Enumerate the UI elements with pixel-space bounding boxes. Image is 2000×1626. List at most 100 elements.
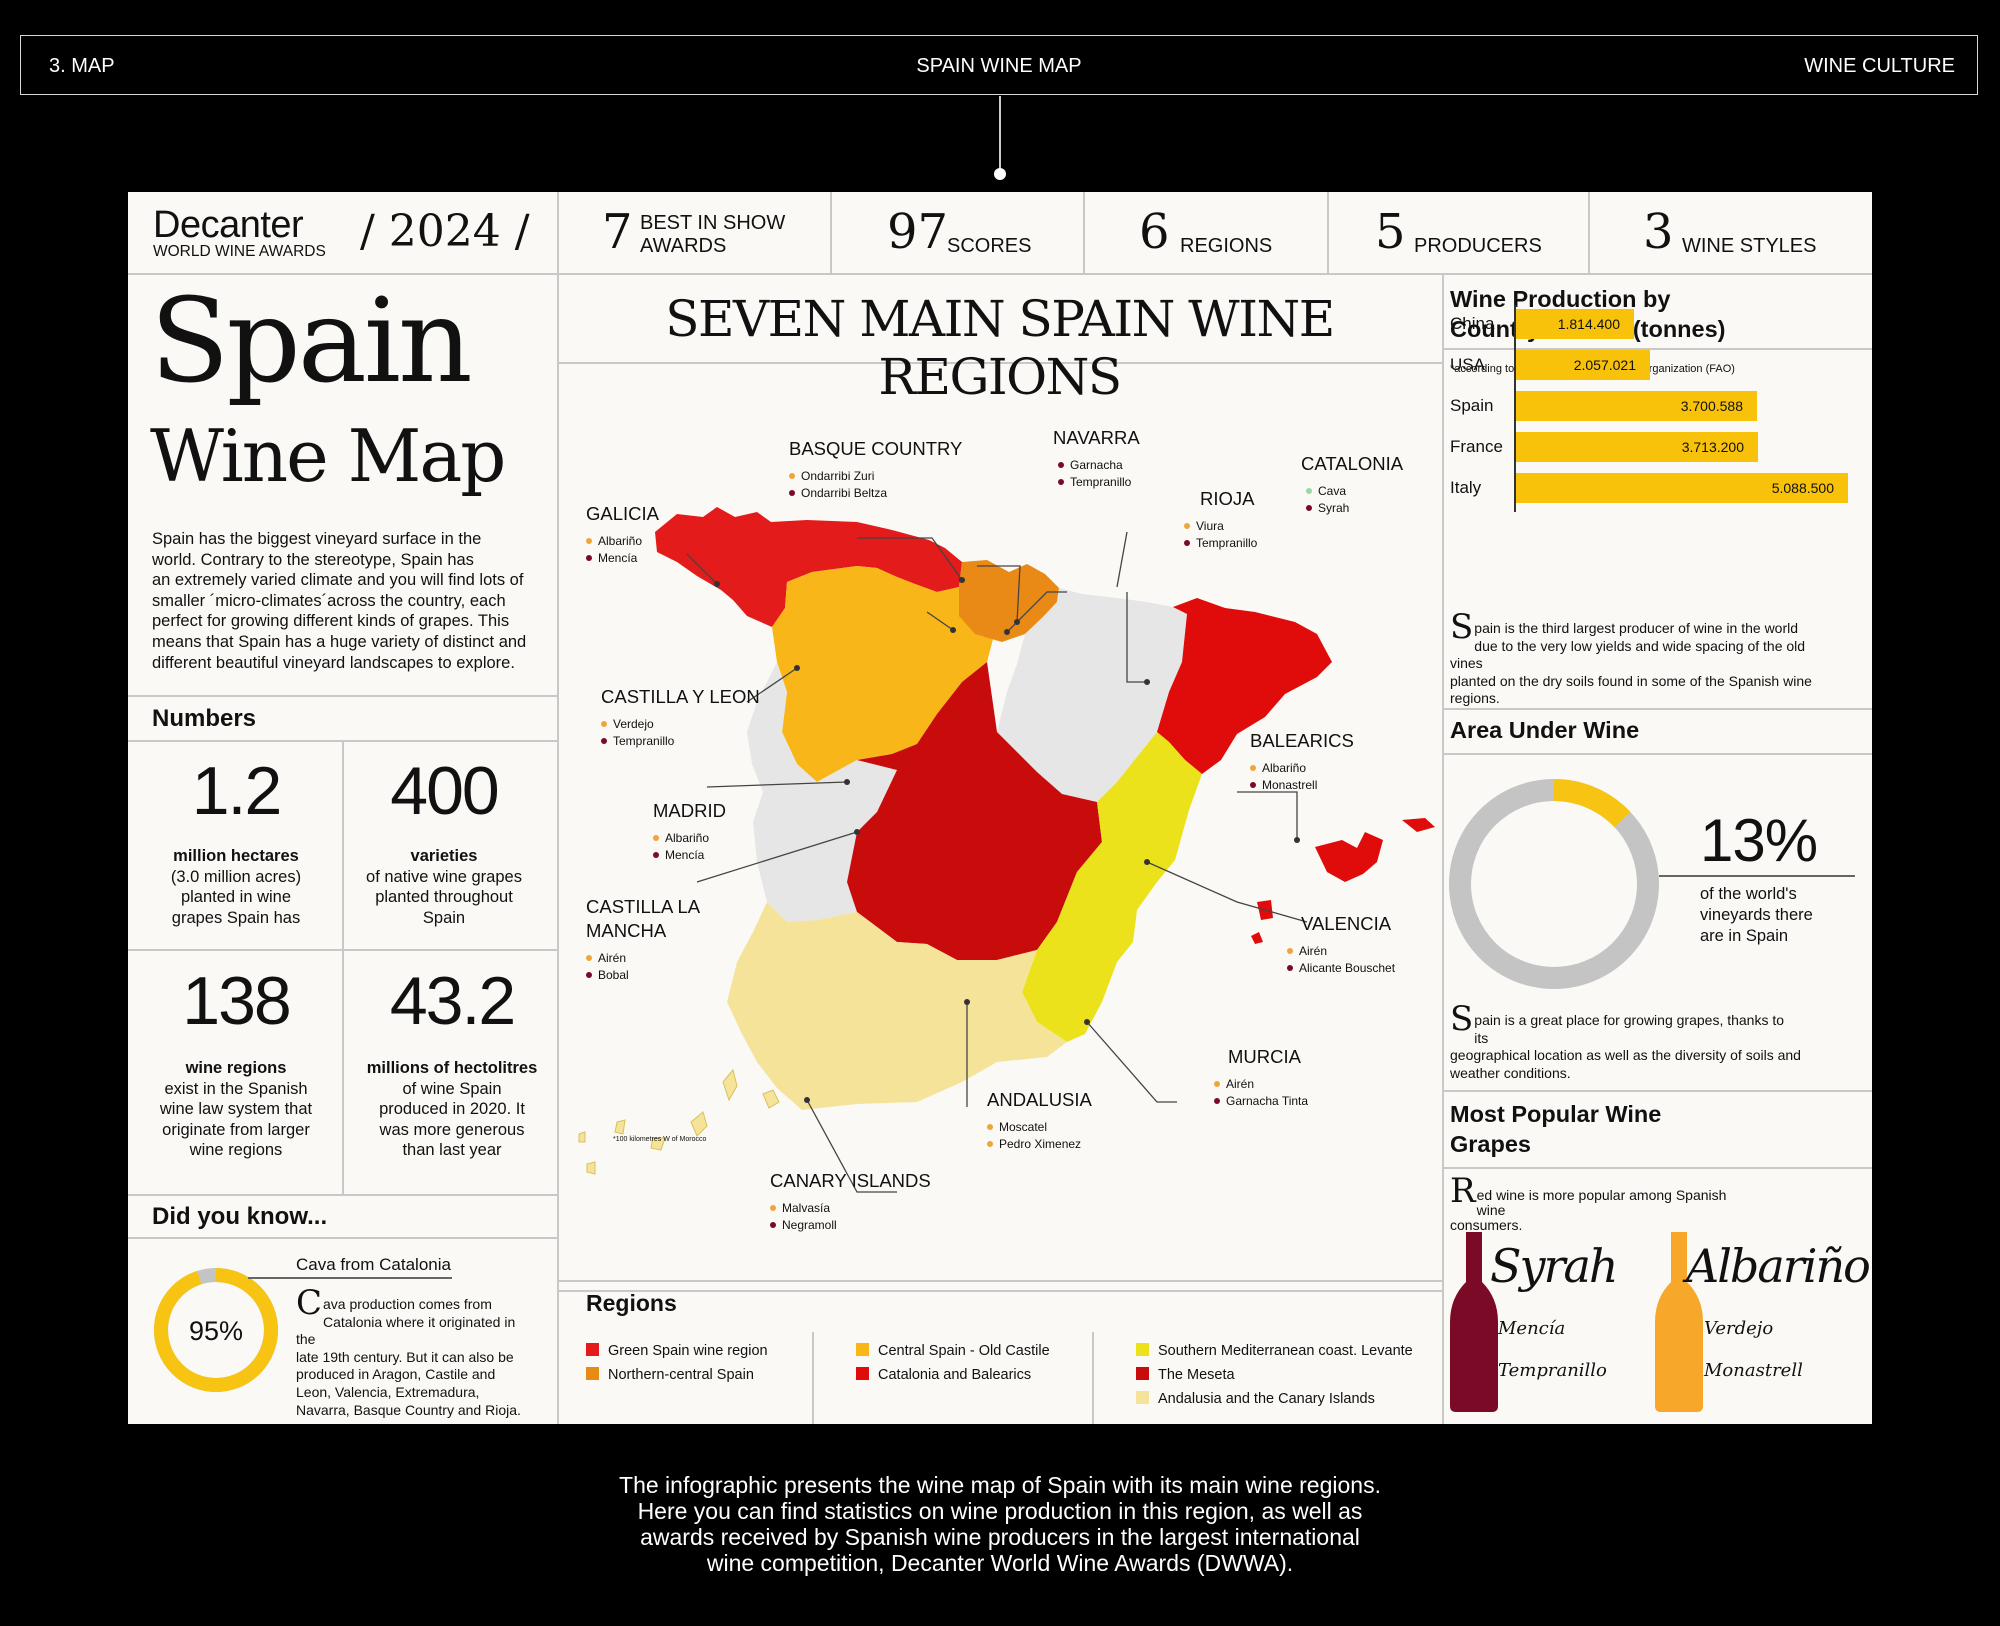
cava-percent: 95% bbox=[188, 1316, 244, 1346]
region-balearics-menorca bbox=[1402, 818, 1435, 832]
number-hectares: 1.2 bbox=[191, 753, 283, 829]
bar-label-france: France bbox=[1450, 437, 1503, 456]
basque-grapes: Ondarribi Zuri Ondarribi Beltza bbox=[789, 468, 887, 502]
area-percent: 13% bbox=[1700, 807, 1818, 874]
stat-scores-number: 97 bbox=[887, 204, 949, 260]
connector-dot bbox=[994, 168, 1006, 180]
connector-line bbox=[999, 96, 1001, 172]
madrid-grapes: Albariño Mencía bbox=[653, 830, 709, 864]
label-galicia: GALICIA bbox=[586, 503, 659, 524]
region-castilla-y-leon bbox=[772, 566, 997, 782]
map-title: SEVEN MAIN SPAIN WINE REGIONS bbox=[665, 290, 1335, 406]
label-valencia: VALENCIA bbox=[1301, 913, 1392, 934]
region-galicia bbox=[655, 507, 962, 627]
region-canary-3 bbox=[650, 1137, 666, 1151]
region-canary-1 bbox=[722, 1068, 738, 1102]
production-chart-axis bbox=[1514, 305, 1516, 512]
bar-value-usa: 2.057.021 bbox=[1573, 357, 1636, 373]
label-catalonia: CATALONIA bbox=[1301, 453, 1404, 474]
bar-label-china: China bbox=[1450, 314, 1495, 333]
label-balearics: BALEARICS bbox=[1250, 730, 1354, 751]
stat-awards-label-1: BEST IN SHOW bbox=[640, 212, 786, 234]
navarra-grapes: Garnacha Tempranillo bbox=[1058, 457, 1131, 491]
murcia-grapes: Airén Garnacha Tinta bbox=[1214, 1076, 1308, 1110]
category-label: WINE CULTURE bbox=[1804, 55, 1955, 77]
top-bar: 3. MAP SPAIN WINE MAP WINE CULTURE bbox=[20, 35, 1978, 95]
bar-usa: 2.057.021 bbox=[1516, 350, 1650, 380]
infographic-card: Decanter WORLD WINE AWARDS / 2024 / 7 BE… bbox=[128, 192, 1872, 1424]
legend-catalonia-balearics: Catalonia and Balearics bbox=[856, 1367, 1031, 1383]
number-regions: 138 bbox=[182, 963, 291, 1039]
bar-value-china: 1.814.400 bbox=[1557, 316, 1620, 332]
region-balearics-mallorca bbox=[1315, 832, 1383, 882]
section-label: 3. MAP bbox=[49, 55, 115, 77]
brand-name: Decanter bbox=[153, 204, 304, 246]
andalusia-grapes: Moscatel Pedro Ximenez bbox=[987, 1119, 1081, 1153]
white-grape-other-2: Monastrell bbox=[1704, 1360, 1803, 1381]
cava-donut bbox=[154, 1268, 278, 1392]
stat-regions-label: REGIONS bbox=[1180, 235, 1273, 257]
region-basque-navarra-rioja bbox=[959, 560, 1059, 642]
castilla-y-leon-grapes: Verdejo Tempranillo bbox=[601, 716, 674, 750]
decanter-logo: Decanter WORLD WINE AWARDS bbox=[153, 204, 326, 261]
stat-awards-number: 7 bbox=[602, 204, 633, 260]
legend-levante: Southern Mediterranean coast. Levante bbox=[1136, 1343, 1413, 1359]
region-balearics-formentera bbox=[1251, 932, 1263, 944]
castilla-la-mancha-grapes: Airén Bobal bbox=[586, 950, 629, 984]
region-canary-6 bbox=[578, 1131, 586, 1143]
stat-producers-number: 5 bbox=[1375, 204, 1406, 260]
region-andalusia bbox=[727, 902, 1067, 1110]
label-castilla-y-leon: CASTILLA Y LEON bbox=[601, 686, 760, 707]
infographic-caption: The infographic presents the wine map of… bbox=[619, 1472, 1381, 1576]
stat-awards-label-2: AWARDS bbox=[640, 235, 727, 257]
red-wine-bottle-icon bbox=[1450, 1232, 1498, 1412]
legend-northern-central: Northern-central Spain bbox=[586, 1367, 754, 1383]
area-title: Area Under Wine bbox=[1450, 717, 1640, 743]
brand-sub: WORLD WINE AWARDS bbox=[153, 243, 326, 260]
grapes-title: Most Popular Wine Grapes bbox=[1450, 1101, 1662, 1157]
region-catalonia bbox=[1157, 598, 1332, 774]
white-grape-other-1: Verdejo bbox=[1704, 1318, 1774, 1339]
bar-china: 1.814.400 bbox=[1516, 309, 1634, 339]
didyouknow-title: Did you know... bbox=[152, 1203, 328, 1230]
cava-heading: Cava from Catalonia bbox=[296, 1255, 451, 1274]
rioja-grapes: Viura Tempranillo bbox=[1184, 518, 1257, 552]
red-grape-other-2: Tempranillo bbox=[1498, 1360, 1607, 1381]
region-aragon bbox=[997, 588, 1187, 802]
label-castilla-la-mancha: CASTILLA LA MANCHA bbox=[586, 896, 701, 941]
area-donut bbox=[1449, 779, 1659, 989]
area-text: S pain is a great place for growing grap… bbox=[1450, 999, 1801, 1081]
cava-text: C ava production comes from Catalonia wh… bbox=[296, 1283, 521, 1418]
page-title: SPAIN WINE MAP bbox=[916, 55, 1082, 77]
bar-value-italy: 5.088.500 bbox=[1771, 480, 1834, 496]
label-rioja: RIOJA bbox=[1200, 488, 1255, 509]
white-grape-name: Albariño bbox=[1686, 1239, 1871, 1293]
bar-label-usa: USA bbox=[1450, 355, 1485, 374]
number-varieties: 400 bbox=[390, 753, 499, 829]
stat-scores-label: SCORES bbox=[947, 235, 1032, 257]
region-canary-5 bbox=[586, 1161, 596, 1175]
stat-styles-label: WINE STYLES bbox=[1682, 235, 1817, 257]
region-levante bbox=[1022, 732, 1202, 1042]
legend-green-spain: Green Spain wine region bbox=[586, 1343, 768, 1359]
spain-map bbox=[578, 507, 1435, 1193]
title-wine-map: Wine Map bbox=[150, 414, 506, 498]
number-varieties-caption: varieties of native wine grapes planted t… bbox=[366, 847, 522, 927]
bar-value-spain: 3.700.588 bbox=[1680, 398, 1743, 414]
stat-styles-number: 3 bbox=[1643, 204, 1674, 260]
legend-central-spain: Central Spain - Old Castile bbox=[856, 1343, 1050, 1359]
galicia-grapes: Albariño Mencía bbox=[586, 533, 642, 567]
bar-value-france: 3.713.200 bbox=[1681, 439, 1744, 455]
valencia-grapes: Airén Alicante Bouschet bbox=[1287, 943, 1395, 977]
bar-spain: 3.700.588 bbox=[1516, 391, 1757, 421]
red-grape-name: Syrah bbox=[1490, 1239, 1619, 1293]
region-canary-4 bbox=[614, 1119, 626, 1135]
bar-italy: 5.088.500 bbox=[1516, 473, 1848, 503]
number-hectolitres-caption: millions of hectolitres of wine Spain pro… bbox=[366, 1059, 538, 1159]
region-canary-7 bbox=[762, 1089, 780, 1109]
bar-label-spain: Spain bbox=[1450, 396, 1494, 415]
production-text: S pain is the third largest producer of … bbox=[1450, 607, 1812, 706]
grapes-text: R ed wine is more popular among Spanish … bbox=[1450, 1171, 1727, 1233]
number-hectolitres: 43.2 bbox=[389, 963, 516, 1039]
bar-label-italy: Italy bbox=[1450, 478, 1482, 497]
